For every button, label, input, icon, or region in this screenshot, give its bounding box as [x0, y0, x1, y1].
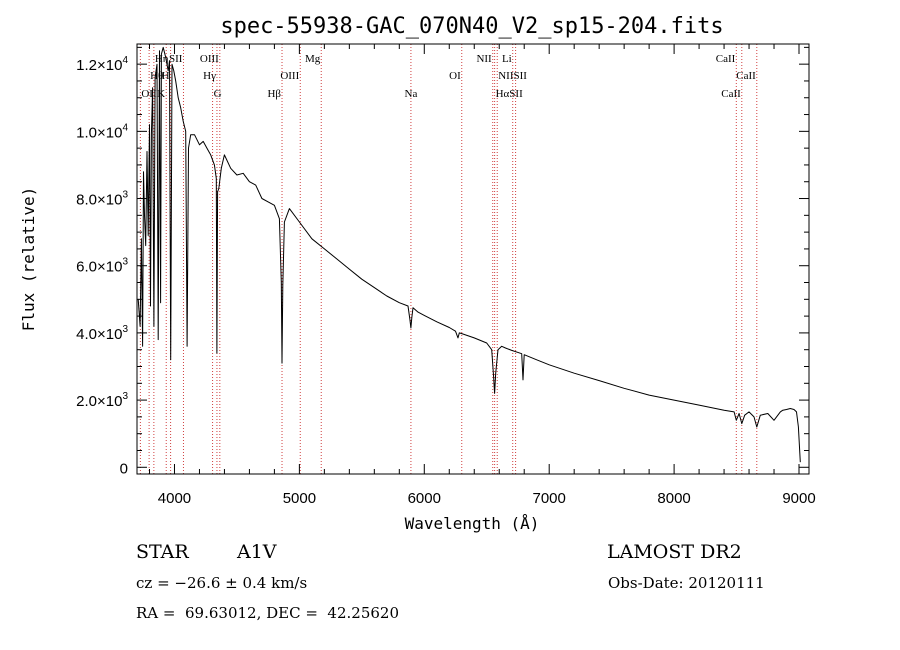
spectrum-line [137, 46, 801, 463]
redshift-velocity: cz = −26.6 ± 0.4 km/s [136, 574, 308, 592]
line-marker-label: HαSII [496, 88, 523, 100]
line-marker-label: NII [476, 53, 492, 65]
plot-frame [136, 43, 810, 475]
y-tick-label: 2.0×103 [76, 391, 128, 410]
y-tick-label: 6.0×103 [76, 257, 128, 276]
x-tick-label: 9000 [782, 490, 815, 507]
survey-name: LAMOST DR2 [607, 541, 742, 563]
x-tick-label: 7000 [533, 490, 566, 507]
y-tick-label: 8.0×103 [76, 190, 128, 209]
line-marker-label: OI [449, 70, 461, 82]
y-tick-label: 0 [120, 460, 128, 477]
line-marker-label: CaII [716, 53, 736, 65]
chart-title: spec-55938-GAC_070N40_V2_sp15-204.fits [220, 14, 723, 39]
line-marker-label: OIII [280, 70, 299, 82]
emission-line-markers [139, 44, 758, 474]
line-marker-label: Hγ [203, 70, 216, 82]
line-marker-label: H [162, 70, 170, 82]
y-tick-label: 1.2×104 [76, 55, 128, 74]
x-tick-label: 6000 [408, 490, 441, 507]
line-marker-label: SII [169, 53, 183, 65]
x-tick-label: 4000 [158, 490, 191, 507]
y-tick-label: 4.0×103 [76, 324, 128, 343]
observation-date: Obs-Date: 20120111 [608, 574, 765, 592]
y-axis-label: Flux (relative) [19, 187, 38, 332]
line-marker-label: CaII [721, 88, 741, 100]
x-axis-ticks: 4000 5000 6000 7000 8000 9000 [148, 44, 816, 507]
y-tick-label: 1.0×104 [76, 122, 128, 141]
object-class: STAR [136, 541, 189, 563]
object-subclass: A1V [237, 541, 277, 563]
line-marker-label: Na [405, 88, 418, 100]
line-marker-label: OIII [200, 53, 219, 65]
x-tick-label: 5000 [283, 490, 316, 507]
line-marker-label: CaII [736, 70, 756, 82]
x-tick-label: 8000 [657, 490, 690, 507]
x-axis-label: Wavelength (Å) [405, 514, 540, 533]
sky-coordinates: RA = 69.63012, DEC = 42.25620 [136, 604, 400, 622]
line-marker-label: Hβ [267, 88, 281, 100]
line-marker-label: G [214, 88, 222, 100]
line-marker-label: NIISII [498, 70, 527, 82]
line-marker-label: Mg [305, 53, 321, 65]
y-axis-ticks: 0 2.0×103 4.0×103 6.0×103 8.0×103 1.0×104 1.2×… [76, 46, 809, 477]
line-marker-label: Li [502, 53, 512, 65]
